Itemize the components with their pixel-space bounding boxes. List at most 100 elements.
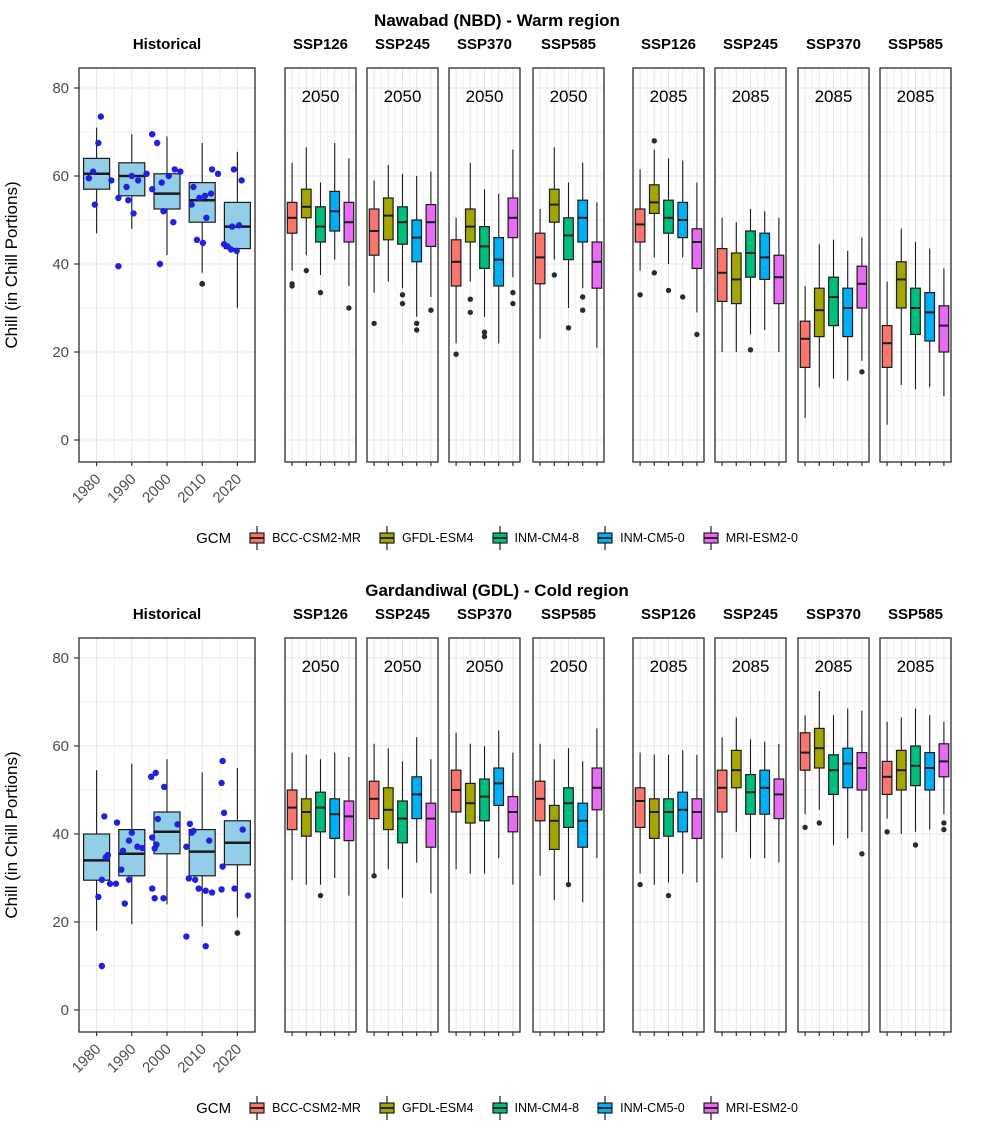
- y-tick-label: 60: [52, 168, 69, 185]
- x-tick-label-year: 1990: [104, 471, 140, 507]
- boxplot-box: [300, 188, 312, 219]
- legend-entry-gfdl-esm4: GFDL-ESM4: [377, 525, 474, 551]
- nawabad-figure: Nawabad (NBD) - Warm region 0 20 40 60 80 Chi…: [2, 11, 952, 551]
- observation-point: [228, 223, 236, 230]
- observation-point: [134, 843, 141, 850]
- boxplot-box: [745, 230, 756, 278]
- strip-label-ssp245: SSP245: [375, 36, 430, 53]
- observation-point: [156, 260, 164, 268]
- boxplot-box: [716, 248, 728, 303]
- observation-point: [151, 845, 158, 852]
- observation-point: [85, 175, 93, 182]
- observation-point: [244, 892, 252, 899]
- observation-point: [160, 208, 167, 215]
- boxplot-box: [286, 789, 298, 831]
- observation-point: [123, 183, 130, 191]
- x-tick-label-year: 2010: [174, 471, 210, 507]
- y-tick-label: 0: [61, 1002, 69, 1019]
- outlier-point: [665, 287, 672, 294]
- outlier-point: [317, 289, 324, 296]
- observation-point: [219, 757, 226, 765]
- outlier-point: [637, 292, 643, 298]
- x-tick-label-year: 2000: [139, 1041, 175, 1077]
- observation-point: [188, 201, 195, 208]
- y-tick-label: 40: [52, 256, 69, 273]
- panel-year-label: 2085: [650, 87, 688, 106]
- outlier-point: [510, 300, 516, 307]
- gardandiwal-chart-canvas: 0 20 40 60 80 Chill (in Chill Portions) Histor…: [2, 606, 952, 1077]
- outlier-point: [467, 296, 473, 302]
- observation-point: [115, 194, 122, 202]
- legend-entry-label: INM-CM5-0: [620, 1101, 685, 1115]
- observation-point: [102, 854, 109, 861]
- outlier-point: [802, 824, 808, 831]
- legend-entries: BCC-CSM2-MR GFDL-ESM4 INM-CM4-8 INM-CM5-0 MR…: [247, 525, 798, 551]
- boxplot-box: [534, 232, 546, 285]
- boxplot-box: [759, 232, 771, 280]
- panel-year-label: 2050: [302, 87, 340, 106]
- boxplot-box: [548, 188, 560, 223]
- strip-label-ssp245: SSP245: [723, 36, 778, 53]
- observation-point: [151, 895, 158, 902]
- observation-point: [208, 889, 216, 896]
- strip-label-ssp585: SSP585: [888, 36, 943, 53]
- observation-point: [118, 866, 125, 873]
- y-tick-label: 20: [52, 914, 69, 931]
- boxplot-box: [382, 197, 394, 241]
- observation-point: [199, 239, 207, 247]
- boxplot-box: [493, 767, 505, 807]
- boxplot-box: [397, 800, 408, 844]
- boxplot-box: [745, 774, 756, 815]
- observation-point: [143, 170, 150, 177]
- boxplot-box: [329, 798, 341, 840]
- x-tick-label-year: 1980: [69, 471, 105, 507]
- observation-point: [202, 887, 209, 894]
- observation-point: [227, 246, 235, 253]
- observation-point: [152, 769, 159, 777]
- boxplot-box: [577, 802, 589, 848]
- observation-point: [149, 186, 156, 193]
- y-axis-title: Chill (in Chill Portions): [2, 181, 21, 348]
- chart-title-gardandiwal: Gardandiwal (GDL) - Cold region: [365, 581, 629, 600]
- outlier-point: [912, 842, 919, 848]
- observation-point: [149, 885, 156, 892]
- observation-point: [113, 819, 121, 826]
- gcm-legend-bottom: GCM BCC-CSM2-MR GFDL-ESM4 INM-CM4-8 INM-CM5…: [0, 1084, 994, 1132]
- observation-point: [98, 962, 106, 970]
- legend-entry-label: BCC-CSM2-MR: [272, 1101, 361, 1115]
- legend-title: GCM: [196, 529, 232, 547]
- boxplot-box: [773, 254, 785, 305]
- outlier-point: [510, 289, 516, 296]
- boxplot-box: [648, 184, 660, 215]
- y-tick-label: 60: [52, 738, 69, 755]
- outlier-point: [481, 329, 488, 335]
- outlier-point: [859, 369, 865, 375]
- strip-label-ssp126: SSP126: [641, 36, 696, 53]
- boxplot-box: [924, 752, 936, 791]
- panel-year-label: 2085: [815, 657, 853, 676]
- boxplot-key-icon: [249, 526, 265, 550]
- outlier-point: [859, 851, 865, 857]
- boxplot-box: [507, 796, 519, 833]
- outlier-point: [941, 820, 947, 826]
- panel-year-label: 2050: [466, 87, 504, 106]
- legend-entry-bcc-csm2-mr: BCC-CSM2-MR: [247, 1095, 361, 1121]
- boxplot-box: [842, 287, 854, 338]
- observation-point: [235, 222, 243, 229]
- boxplot-box: [634, 787, 646, 829]
- legend-entry-label: MRI-ESM2-0: [725, 1101, 798, 1115]
- strip-label-ssp585: SSP585: [541, 36, 596, 53]
- panel-year-label: 2050: [384, 87, 422, 106]
- observation-point: [91, 201, 99, 208]
- observation-point: [149, 834, 156, 841]
- boxplot-box: [910, 287, 921, 336]
- boxplot-box: [856, 265, 868, 309]
- observation-point: [125, 837, 133, 844]
- nawabad-chart-canvas: 0 20 40 60 80 Chill (in Chill Portions) Histor…: [2, 36, 952, 507]
- y-tick-label: 0: [61, 432, 69, 449]
- outlier-point: [884, 829, 890, 835]
- legend-entry-label: BCC-CSM2-MR: [272, 531, 361, 545]
- strip-label-ssp370: SSP370: [457, 36, 512, 53]
- boxplot-box: [563, 787, 574, 829]
- observation-point: [195, 885, 202, 892]
